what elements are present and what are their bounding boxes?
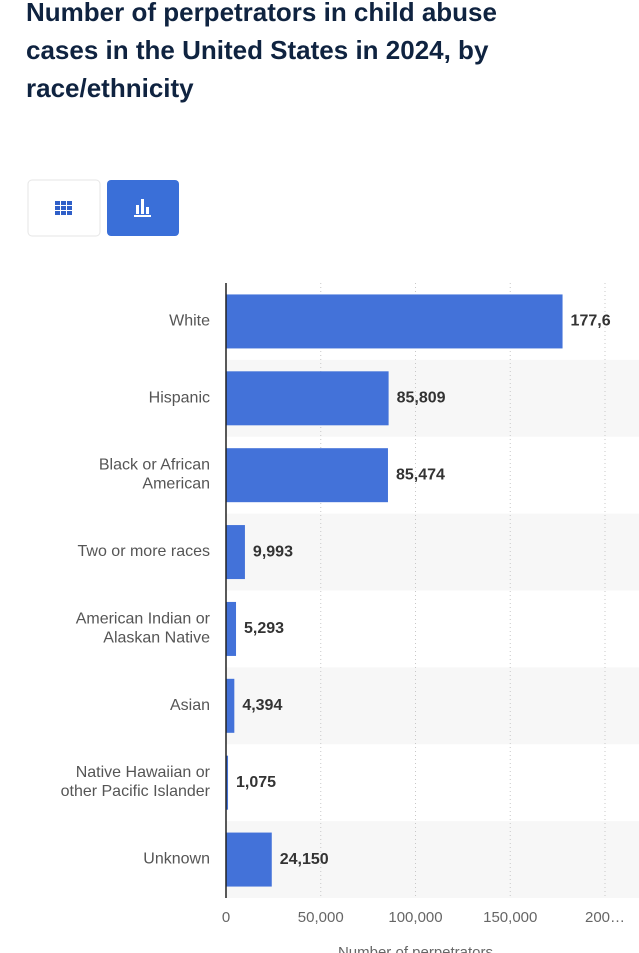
value-label: 1,075 xyxy=(236,774,276,791)
category-label: Unknown xyxy=(143,851,210,868)
value-label: 5,293 xyxy=(244,620,284,637)
chart-icon xyxy=(134,199,151,217)
bar xyxy=(226,448,388,503)
x-tick-label: 200… xyxy=(585,909,625,926)
bar xyxy=(226,678,235,733)
table-icon xyxy=(55,201,72,215)
category-label: Hispanic xyxy=(149,390,210,407)
bar xyxy=(226,294,563,349)
value-label: 4,394 xyxy=(242,697,282,714)
value-label: 9,993 xyxy=(253,543,293,560)
category-label: Asian xyxy=(170,697,210,714)
category-label: American Indian or Alaskan Native xyxy=(76,611,211,647)
x-tick-label: 150,000 xyxy=(483,909,537,926)
row-band xyxy=(226,513,639,591)
x-tick-label: 100,000 xyxy=(388,909,442,926)
view-toggle xyxy=(27,179,179,237)
bar xyxy=(226,601,237,656)
value-label: 85,474 xyxy=(396,466,445,483)
chart-title: Number of perpetrators in child abuse cas… xyxy=(26,0,497,103)
value-label: 85,809 xyxy=(397,390,446,407)
row-band xyxy=(226,821,639,898)
category-label: Two or more races xyxy=(78,543,210,560)
x-axis-title: Number of perpetrators xyxy=(338,944,493,953)
category-label: White xyxy=(169,313,210,330)
bar xyxy=(226,832,272,887)
value-label: 24,150 xyxy=(280,851,329,868)
value-label: 177,6 xyxy=(571,313,611,330)
x-tick-label: 0 xyxy=(222,909,230,926)
category-label: Native Hawaiian or other Pacific Islander xyxy=(61,764,211,800)
row-band xyxy=(226,667,639,745)
bar xyxy=(226,371,389,426)
x-tick-label: 50,000 xyxy=(298,909,344,926)
category-label: Black or African American xyxy=(99,457,210,493)
bar xyxy=(226,755,229,810)
bar xyxy=(226,525,245,580)
